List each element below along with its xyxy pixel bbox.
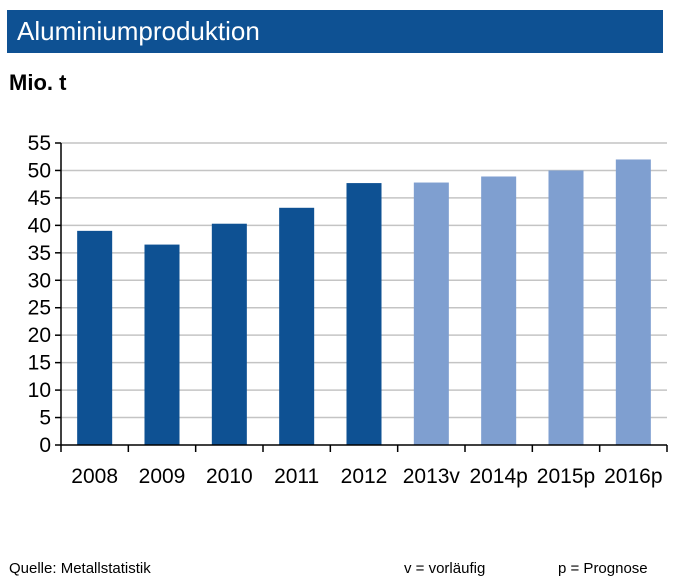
bar [615, 159, 651, 446]
bar [548, 170, 584, 446]
note-preliminary: v = vorläufig [404, 560, 486, 577]
y-tick-label: 55 [28, 132, 51, 155]
bar [211, 223, 247, 445]
x-tick-label: 2009 [139, 465, 186, 488]
source-note: Quelle: Metallstatistik [9, 560, 151, 577]
y-tick-label: 10 [28, 379, 51, 402]
bar [413, 182, 449, 445]
bar [77, 230, 113, 445]
bar [144, 244, 180, 445]
y-tick-label: 5 [39, 407, 51, 430]
x-tick-label: 2016p [604, 465, 662, 488]
y-tick-label: 45 [28, 187, 51, 210]
x-tick-label: 2012 [341, 465, 388, 488]
x-tick-label: 2013v [403, 465, 461, 488]
bar [481, 176, 517, 445]
y-tick-label: 35 [28, 242, 51, 265]
y-tick-label: 25 [28, 297, 51, 320]
bar [346, 183, 382, 446]
y-tick-label: 15 [28, 352, 51, 375]
y-tick-label: 0 [39, 434, 51, 457]
x-tick-label: 2015p [537, 465, 595, 488]
bar [279, 207, 315, 445]
y-tick-label: 20 [28, 324, 51, 347]
y-tick-label: 40 [28, 214, 51, 237]
x-tick-label: 2014p [469, 465, 527, 488]
title-bar: Aluminiumproduktion [7, 10, 663, 53]
x-tick-label: 2008 [71, 465, 118, 488]
x-tick-label: 2011 [274, 465, 319, 488]
x-tick-label: 2010 [206, 465, 253, 488]
y-unit-label: Mio. t [9, 70, 67, 95]
y-tick-label: 50 [28, 159, 51, 182]
chart-title: Aluminiumproduktion [17, 16, 260, 46]
note-forecast: p = Prognose [558, 560, 648, 577]
bar-chart: 0 5 10 15 20 25 30 35 40 45 50 55 2008 2009 2010 2011 20… [28, 132, 668, 488]
y-tick-label: 30 [28, 269, 51, 292]
